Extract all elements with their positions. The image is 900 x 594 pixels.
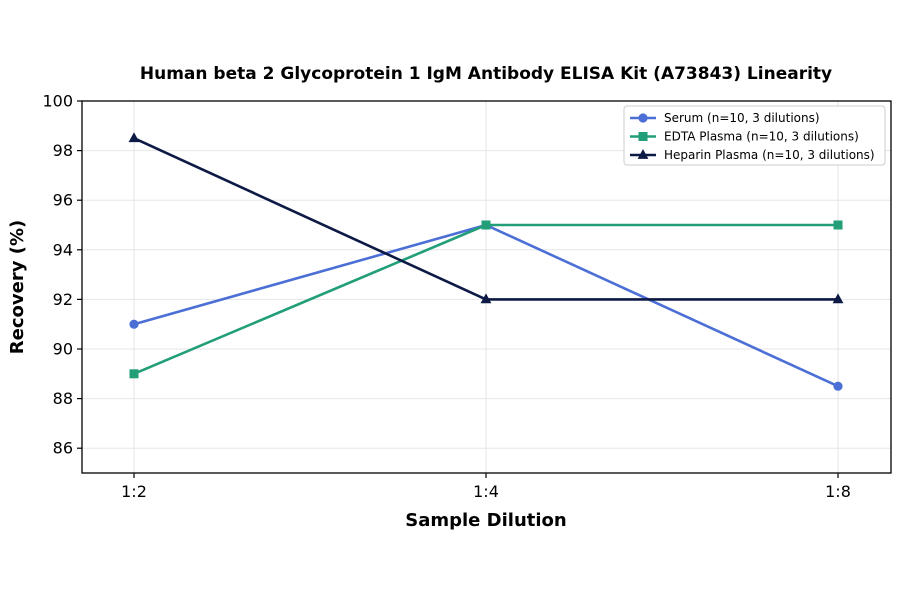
- x-axis-label: Sample Dilution: [405, 510, 566, 531]
- y-tick-label: 100: [42, 92, 73, 111]
- legend-label: Heparin Plasma (n=10, 3 dilutions): [664, 148, 875, 162]
- chart-title: Human beta 2 Glycoprotein 1 IgM Antibody…: [140, 64, 832, 84]
- y-tick-label: 94: [53, 240, 73, 259]
- data-point: [129, 369, 139, 379]
- series-2: [129, 220, 843, 379]
- y-tick-label: 92: [53, 290, 73, 309]
- y-tick-label: 98: [53, 141, 73, 160]
- legend: Serum (n=10, 3 dilutions) EDTA Plasma (n=…: [623, 105, 886, 166]
- x-tick-label: 1:4: [473, 482, 499, 501]
- legend-label: EDTA Plasma (n=10, 3 dilutions): [664, 130, 859, 144]
- legend-marker: [638, 113, 648, 123]
- legend-label: Serum (n=10, 3 dilutions): [664, 111, 820, 125]
- y-tick-label: 90: [53, 340, 73, 359]
- series-layer: [128, 132, 844, 391]
- tick-layer: 86 88 90 92 94 96 98 100 1:2 1:4 1:8: [42, 92, 850, 502]
- y-axis-label: Recovery (%): [7, 220, 28, 354]
- data-point: [481, 220, 491, 230]
- y-tick-label: 96: [53, 191, 73, 210]
- data-point: [128, 132, 140, 143]
- x-tick-label: 1:8: [825, 482, 851, 501]
- y-tick-label: 86: [53, 439, 73, 458]
- legend-entry: Serum (n=10, 3 dilutions): [630, 111, 820, 125]
- x-tick-label: 1:2: [121, 482, 147, 501]
- data-point: [833, 220, 843, 230]
- series-3: [128, 132, 844, 304]
- y-tick-label: 88: [53, 389, 73, 408]
- legend-marker: [638, 132, 648, 141]
- data-point: [833, 381, 843, 391]
- legend-entry: Heparin Plasma (n=10, 3 dilutions): [630, 148, 875, 162]
- data-point: [129, 319, 139, 329]
- legend-marker: [637, 149, 649, 159]
- legend-box: [623, 105, 886, 166]
- data-point: [480, 293, 492, 304]
- data-point: [832, 293, 844, 304]
- legend-entry: EDTA Plasma (n=10, 3 dilutions): [630, 130, 859, 144]
